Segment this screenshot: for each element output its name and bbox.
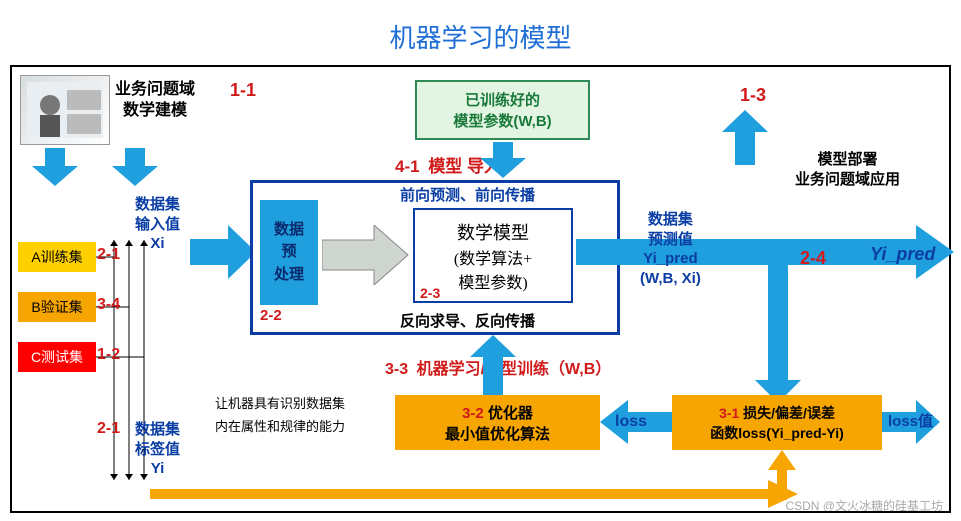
tag-2-2: 2-2 [260, 307, 282, 324]
trained-params-box: 已训练好的 模型参数(W,B) [415, 80, 590, 140]
lossval-label: loss值 [888, 412, 933, 432]
trained-l1: 已训练好的 [465, 89, 540, 110]
opt-l1: 3-2 优化器 [462, 402, 533, 423]
arrow-up-icon [720, 110, 770, 165]
yi-l1: 数据集 [135, 420, 180, 440]
person-icon [25, 80, 105, 140]
po-l2: 预测值 [640, 230, 701, 250]
yi-pred: Yi_pred [870, 243, 935, 266]
deploy-collage [775, 72, 943, 144]
pred-out-label: 数据集 预测值 Yi_pred (W,B, Xi) [640, 210, 701, 288]
deploy-label: 模型部署 业务问题域应用 [795, 150, 900, 189]
note-l2: 内在属性和规律的能力 [215, 415, 345, 438]
business-photo [20, 75, 110, 145]
t33n: 3-3 [385, 361, 408, 378]
dataset-c: C测试集 [18, 342, 96, 372]
note-text: 让机器具有识别数据集 内在属性和规律的能力 [215, 392, 345, 439]
xi-l1: 数据集 [135, 195, 180, 215]
pp-l2: 预 [281, 241, 296, 264]
tag-1-2: 1-2 [97, 346, 120, 364]
mm-s2: 模型参数) [458, 269, 527, 293]
gray-arrow-icon [322, 225, 410, 285]
pp-l1: 数据 [274, 219, 304, 242]
business-l1: 业务问题域 [115, 80, 195, 101]
tag-2-1a: 2-1 [97, 246, 120, 264]
tag-2-1b: 2-1 [97, 420, 120, 438]
watermark: CSDN @文火冰糖的硅基工坊 [785, 499, 943, 515]
optimizer-box: 3-2 优化器 最小值优化算法 [395, 395, 600, 450]
arrow-up-icon [468, 335, 518, 395]
opt-t1: 优化器 [488, 405, 533, 422]
tag-1-1: 1-1 [230, 80, 256, 101]
arrow-down-icon [30, 148, 80, 188]
arrow-down-icon [478, 142, 528, 180]
backward-label: 反向求导、反向传播 [400, 312, 535, 332]
tag-3-1: 3-1 [719, 405, 739, 421]
po-l4: (W,B, Xi) [640, 269, 701, 289]
mm-title: 数学模型 [457, 219, 529, 245]
tag-2-3: 2-3 [420, 285, 440, 301]
business-label: 业务问题域 数学建模 [115, 80, 195, 122]
orange-arrow-icon [150, 480, 800, 510]
orange-arrow-up-icon [768, 450, 798, 500]
mm-s1: (数学算法+ [454, 245, 532, 269]
yi-l2: 标签值 [135, 440, 180, 460]
deploy-l2: 业务问题域应用 [795, 170, 900, 190]
tag-4-1-num: 4-1 [395, 157, 420, 176]
dataset-b: B验证集 [18, 292, 96, 322]
loss-label: loss [615, 412, 647, 433]
lb1: 损失/偏差/误差 [743, 405, 835, 421]
loss-l1: 3-1 损失/偏差/误差 [719, 403, 835, 423]
trained-l2: 模型参数(W,B) [453, 110, 551, 131]
label-yi: 数据集 标签值 Yi [135, 420, 180, 479]
yi-l3: Yi [135, 459, 180, 479]
pp-l3: 处理 [274, 264, 304, 287]
arrow-right-icon [190, 225, 258, 280]
loss-l2: 函数loss(Yi_pred-Yi) [710, 423, 844, 443]
xi-l3: Xi [135, 234, 180, 254]
tag-1-3: 1-3 [740, 85, 766, 106]
opt-l2: 最小值优化算法 [445, 423, 550, 444]
po-l1: 数据集 [640, 210, 701, 230]
tag-2-4: 2-4 [800, 248, 826, 269]
note-l1: 让机器具有识别数据集 [215, 392, 345, 415]
forward-label: 前向预测、前向传播 [400, 186, 535, 206]
po-l3: Yi_pred [640, 249, 701, 269]
page-title: 机器学习的模型 [0, 18, 961, 55]
dataset-a: A训练集 [18, 242, 96, 272]
arrow-down-icon [753, 265, 803, 405]
business-l2: 数学建模 [115, 101, 195, 122]
input-xi-label: 数据集 输入值 Xi [135, 195, 180, 254]
loss-box: 3-1 损失/偏差/误差 函数loss(Yi_pred-Yi) [672, 395, 882, 450]
xi-l2: 输入值 [135, 215, 180, 235]
tag-3-2: 3-2 [462, 405, 484, 422]
preprocess-box: 数据 预 处理 [260, 200, 318, 305]
tag-3-4: 3-4 [97, 296, 120, 314]
deploy-l1: 模型部署 [795, 150, 900, 170]
arrow-down-icon [110, 148, 160, 188]
